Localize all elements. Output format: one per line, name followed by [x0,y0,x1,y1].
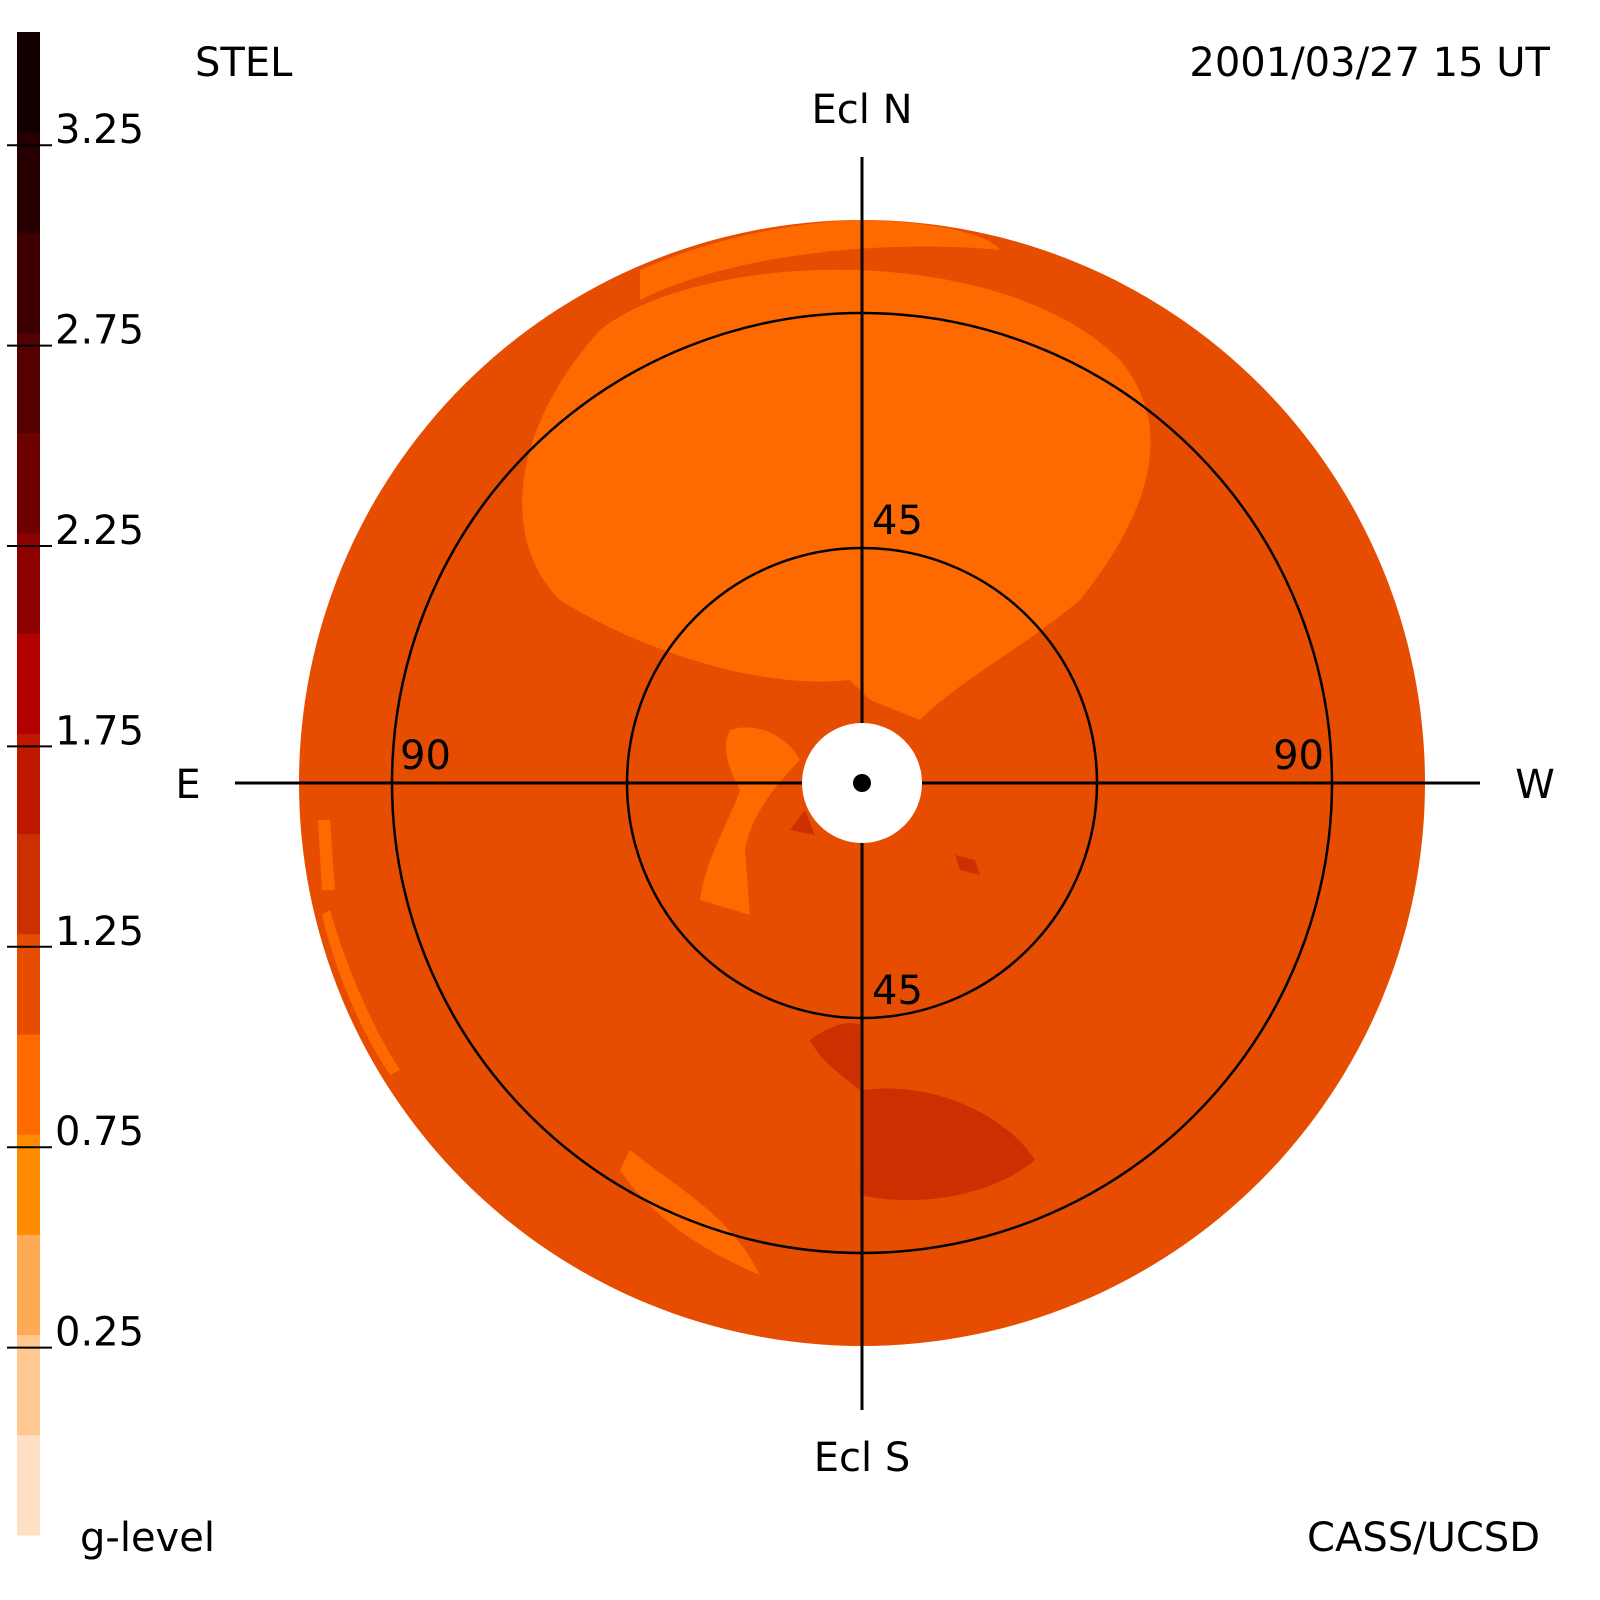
south-label: Ecl S [814,1435,910,1481]
bright-region [522,269,1151,720]
colorbar-tick-label: 1.75 [55,708,144,754]
colorbar-segment [17,633,40,734]
colorbar-segment [17,232,40,334]
ring-label: 45 [872,498,923,544]
colorbar-segment [17,1434,40,1536]
date: 2001/03/27 15 UT [1189,40,1550,86]
ring-label: 45 [872,968,923,1014]
colorbar-tick-label: 0.75 [55,1109,144,1155]
colorbar-segment [17,1334,40,1436]
colorbar-tick-label: 3.25 [55,107,144,153]
colorbar-segment [17,533,40,634]
bright-region [640,220,1000,300]
ring-label: 90 [400,733,451,779]
colorbar-label: g-level [80,1515,215,1561]
sun-center [853,774,871,792]
colorbar-segment [17,132,40,233]
credit: CASS/UCSD [1307,1515,1540,1561]
east-label: E [175,762,200,808]
bright-region [620,1150,760,1275]
ring-label: 90 [1273,733,1324,779]
colorbar-segment [17,332,40,434]
title: STEL [195,40,293,86]
west-label: W [1515,762,1555,808]
colorbar-segment [17,733,40,835]
colorbar-tick-label: 2.25 [55,508,144,554]
sky-map [235,157,1480,1410]
bright-region [318,820,400,1075]
colorbar-segment [17,833,40,935]
colorbar-segment [17,32,40,133]
colorbar-segment [17,432,40,534]
colorbar-segment [17,933,40,1035]
bright-region [700,727,800,915]
north-label: Ecl N [811,87,912,133]
dense-region [860,1088,1035,1201]
colorbar-tick-label: 1.25 [55,909,144,955]
colorbar-tick-label: 2.75 [55,308,144,354]
colorbar-segment [17,1134,40,1235]
colorbar-segment [17,1034,40,1135]
colorbar-segment [17,1234,40,1336]
colorbar-tick-label: 0.25 [55,1310,144,1356]
